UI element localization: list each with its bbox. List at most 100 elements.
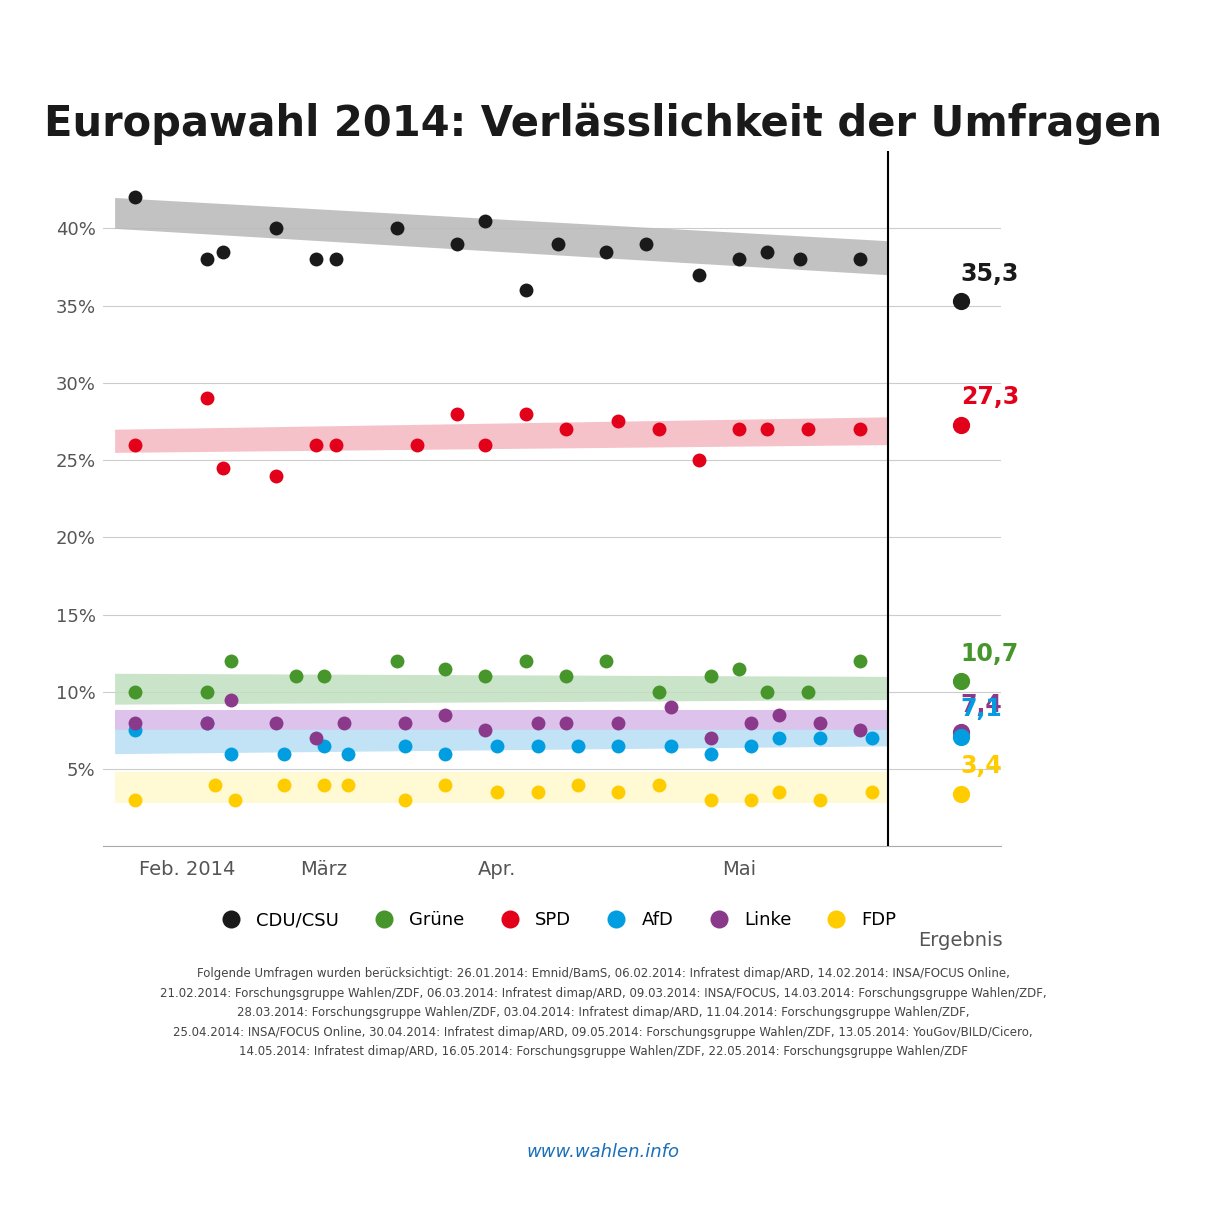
Point <box>125 791 145 810</box>
Point <box>649 420 668 439</box>
Point <box>286 666 305 686</box>
Point <box>757 420 777 439</box>
Point <box>757 682 777 701</box>
Point <box>701 744 720 763</box>
Point <box>701 791 720 810</box>
Point <box>850 420 870 439</box>
Point <box>556 420 575 439</box>
Point <box>267 713 286 733</box>
Point <box>568 736 587 756</box>
Point <box>198 388 217 407</box>
Point <box>689 265 708 284</box>
Text: 7,4: 7,4 <box>961 693 1002 717</box>
Point <box>810 729 830 748</box>
Point <box>742 713 761 733</box>
Point <box>862 729 882 748</box>
Point <box>661 736 680 756</box>
Point <box>649 775 668 794</box>
Point <box>730 249 749 268</box>
Point <box>125 435 145 455</box>
Point <box>701 729 720 748</box>
Text: 35,3: 35,3 <box>961 261 1019 285</box>
Point <box>742 736 761 756</box>
Point <box>198 682 217 701</box>
Text: Ergebnis: Ergebnis <box>919 931 1003 950</box>
Point <box>222 690 241 710</box>
Point <box>850 652 870 671</box>
Point <box>701 666 720 686</box>
Point <box>609 736 628 756</box>
Text: 10,7: 10,7 <box>961 642 1019 665</box>
Point <box>447 235 467 254</box>
Point <box>125 713 145 733</box>
Text: 3,4: 3,4 <box>961 754 1002 779</box>
Point <box>475 212 494 231</box>
Point <box>306 249 326 268</box>
Point <box>862 782 882 802</box>
Point <box>597 652 616 671</box>
Point <box>222 652 241 671</box>
Point <box>475 721 494 740</box>
Point <box>850 249 870 268</box>
Point <box>475 435 494 455</box>
Point <box>528 736 548 756</box>
Legend: CDU/CSU, Grüne, SPD, AfD, Linke, FDP: CDU/CSU, Grüne, SPD, AfD, Linke, FDP <box>205 904 904 937</box>
Point <box>435 775 455 794</box>
Point <box>315 736 334 756</box>
Text: 27,3: 27,3 <box>961 386 1019 409</box>
Point <box>516 652 535 671</box>
Point <box>757 242 777 261</box>
Point <box>435 705 455 724</box>
Point <box>222 744 241 763</box>
Point <box>327 435 346 455</box>
Point <box>315 775 334 794</box>
Point <box>661 698 680 717</box>
Point <box>274 775 293 794</box>
Point <box>206 775 226 794</box>
Point <box>952 671 971 690</box>
Point <box>730 420 749 439</box>
Point <box>487 782 507 802</box>
Point <box>769 705 789 724</box>
Point <box>339 775 358 794</box>
Point <box>952 722 971 741</box>
Point <box>306 729 326 748</box>
Point <box>396 791 415 810</box>
Point <box>769 782 789 802</box>
Point <box>556 666 575 686</box>
Point <box>306 435 326 455</box>
Point <box>334 713 353 733</box>
Point <box>327 249 346 268</box>
Point <box>556 713 575 733</box>
Point <box>396 736 415 756</box>
Text: Folgende Umfragen wurden berücksichtigt: 26.01.2014: Emnid/BamS, 06.02.2014: Inf: Folgende Umfragen wurden berücksichtigt:… <box>159 967 1047 1058</box>
Point <box>339 744 358 763</box>
Point <box>213 242 233 261</box>
Point <box>387 219 406 238</box>
Point <box>568 775 587 794</box>
Point <box>435 744 455 763</box>
Point <box>549 235 568 254</box>
Point <box>408 435 427 455</box>
Text: www.wahlen.info: www.wahlen.info <box>527 1143 679 1161</box>
Point <box>516 404 535 423</box>
Point <box>487 736 507 756</box>
Text: 7,1: 7,1 <box>961 698 1002 721</box>
Point <box>790 249 809 268</box>
Point <box>798 682 818 701</box>
Point <box>516 280 535 300</box>
Point <box>267 465 286 485</box>
Point <box>810 713 830 733</box>
Point <box>198 713 217 733</box>
Point <box>387 652 406 671</box>
Point <box>226 791 245 810</box>
Point <box>213 458 233 478</box>
Point <box>315 666 334 686</box>
Point <box>198 713 217 733</box>
Point <box>435 659 455 678</box>
Point <box>730 659 749 678</box>
Point <box>952 415 971 434</box>
Point <box>742 791 761 810</box>
Point <box>637 235 656 254</box>
Point <box>125 187 145 207</box>
